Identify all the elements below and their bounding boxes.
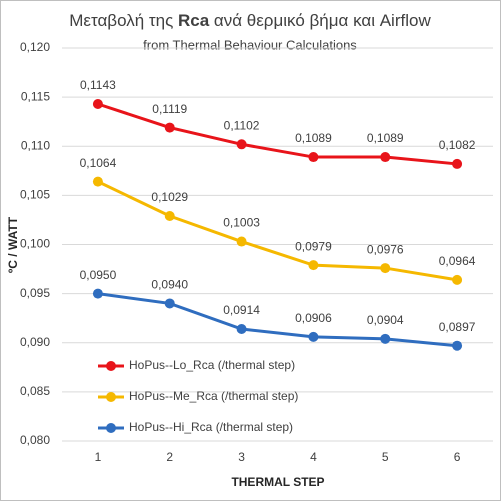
title-part: Rca bbox=[178, 11, 210, 30]
y-tick-label: 0,105 bbox=[20, 188, 50, 202]
x-tick-label: 2 bbox=[166, 450, 173, 464]
y-tick-label: 0,110 bbox=[21, 138, 50, 152]
x-axis-label: THERMAL STEP bbox=[231, 475, 324, 489]
legend-label: HoPus--Me_Rca (/thermal step) bbox=[129, 389, 298, 403]
x-tick-label: 6 bbox=[454, 450, 461, 464]
data-point bbox=[452, 274, 463, 285]
data-label: 0,1102 bbox=[224, 118, 260, 132]
data-label: 0,1089 bbox=[295, 131, 332, 145]
y-tick-label: 0,085 bbox=[20, 384, 50, 398]
data-point bbox=[308, 152, 319, 163]
data-point bbox=[236, 323, 247, 334]
data-label: 0,0904 bbox=[367, 313, 404, 327]
data-point bbox=[236, 236, 247, 247]
series-line bbox=[97, 180, 458, 282]
data-label: 0,0914 bbox=[223, 303, 260, 317]
legend-marker bbox=[106, 423, 116, 433]
data-point bbox=[452, 158, 463, 169]
data-label: 0,0897 bbox=[439, 320, 476, 334]
data-label: 0,1003 bbox=[223, 216, 260, 230]
series-line bbox=[97, 292, 458, 348]
y-tick-label: 0,090 bbox=[20, 335, 50, 349]
data-label: 0,0979 bbox=[295, 239, 332, 253]
data-label: 0,1089 bbox=[367, 131, 404, 145]
x-tick-label: 4 bbox=[310, 450, 317, 464]
data-point bbox=[380, 263, 391, 274]
data-point bbox=[452, 340, 463, 351]
data-point bbox=[92, 176, 103, 187]
data-point bbox=[308, 260, 319, 271]
x-tick-label: 3 bbox=[238, 450, 245, 464]
y-tick-label: 0,100 bbox=[20, 237, 50, 251]
title-part: ανά θερμικό βήμα και Airflow bbox=[209, 11, 431, 30]
y-tick-label: 0,120 bbox=[20, 40, 50, 54]
series-line bbox=[97, 102, 458, 166]
data-label: 0,0940 bbox=[151, 278, 188, 292]
data-point bbox=[164, 211, 175, 222]
data-point bbox=[380, 152, 391, 163]
data-label: 0,1064 bbox=[80, 156, 117, 170]
data-point bbox=[164, 122, 175, 133]
x-tick-label: 1 bbox=[95, 450, 102, 464]
legend-label: HoPus--Hi_Rca (/thermal step) bbox=[129, 420, 293, 434]
data-label: 0,1029 bbox=[151, 190, 188, 204]
data-point bbox=[164, 298, 175, 309]
data-label: 0,0976 bbox=[367, 242, 404, 256]
y-tick-label: 0,080 bbox=[20, 433, 50, 447]
y-tick-label: 0,115 bbox=[21, 89, 50, 103]
legend-label: HoPus--Lo_Rca (/thermal step) bbox=[129, 358, 295, 372]
y-axis-label: ºC / WATT bbox=[6, 216, 20, 273]
data-point bbox=[92, 99, 103, 110]
data-point bbox=[92, 288, 103, 299]
data-label: 0,0906 bbox=[295, 311, 332, 325]
x-tick-label: 5 bbox=[382, 450, 389, 464]
data-label: 0,0964 bbox=[439, 254, 476, 268]
data-point bbox=[308, 331, 319, 342]
data-label: 0,0950 bbox=[80, 268, 117, 282]
legend-marker bbox=[106, 392, 116, 402]
chart-subtitle: from Thermal Behaviour Calculations bbox=[143, 37, 357, 52]
data-label: 0,1082 bbox=[439, 138, 476, 152]
data-label: 0,1143 bbox=[80, 78, 116, 92]
title-part: Μεταβολή της bbox=[69, 11, 178, 30]
data-point bbox=[236, 139, 247, 150]
legend-marker bbox=[106, 361, 116, 371]
data-point bbox=[380, 333, 391, 344]
chart-title: Μεταβολή της Rca ανά θερμικό βήμα και Ai… bbox=[69, 11, 431, 30]
y-tick-label: 0,095 bbox=[20, 286, 50, 300]
data-label: 0,1119 bbox=[152, 102, 187, 116]
